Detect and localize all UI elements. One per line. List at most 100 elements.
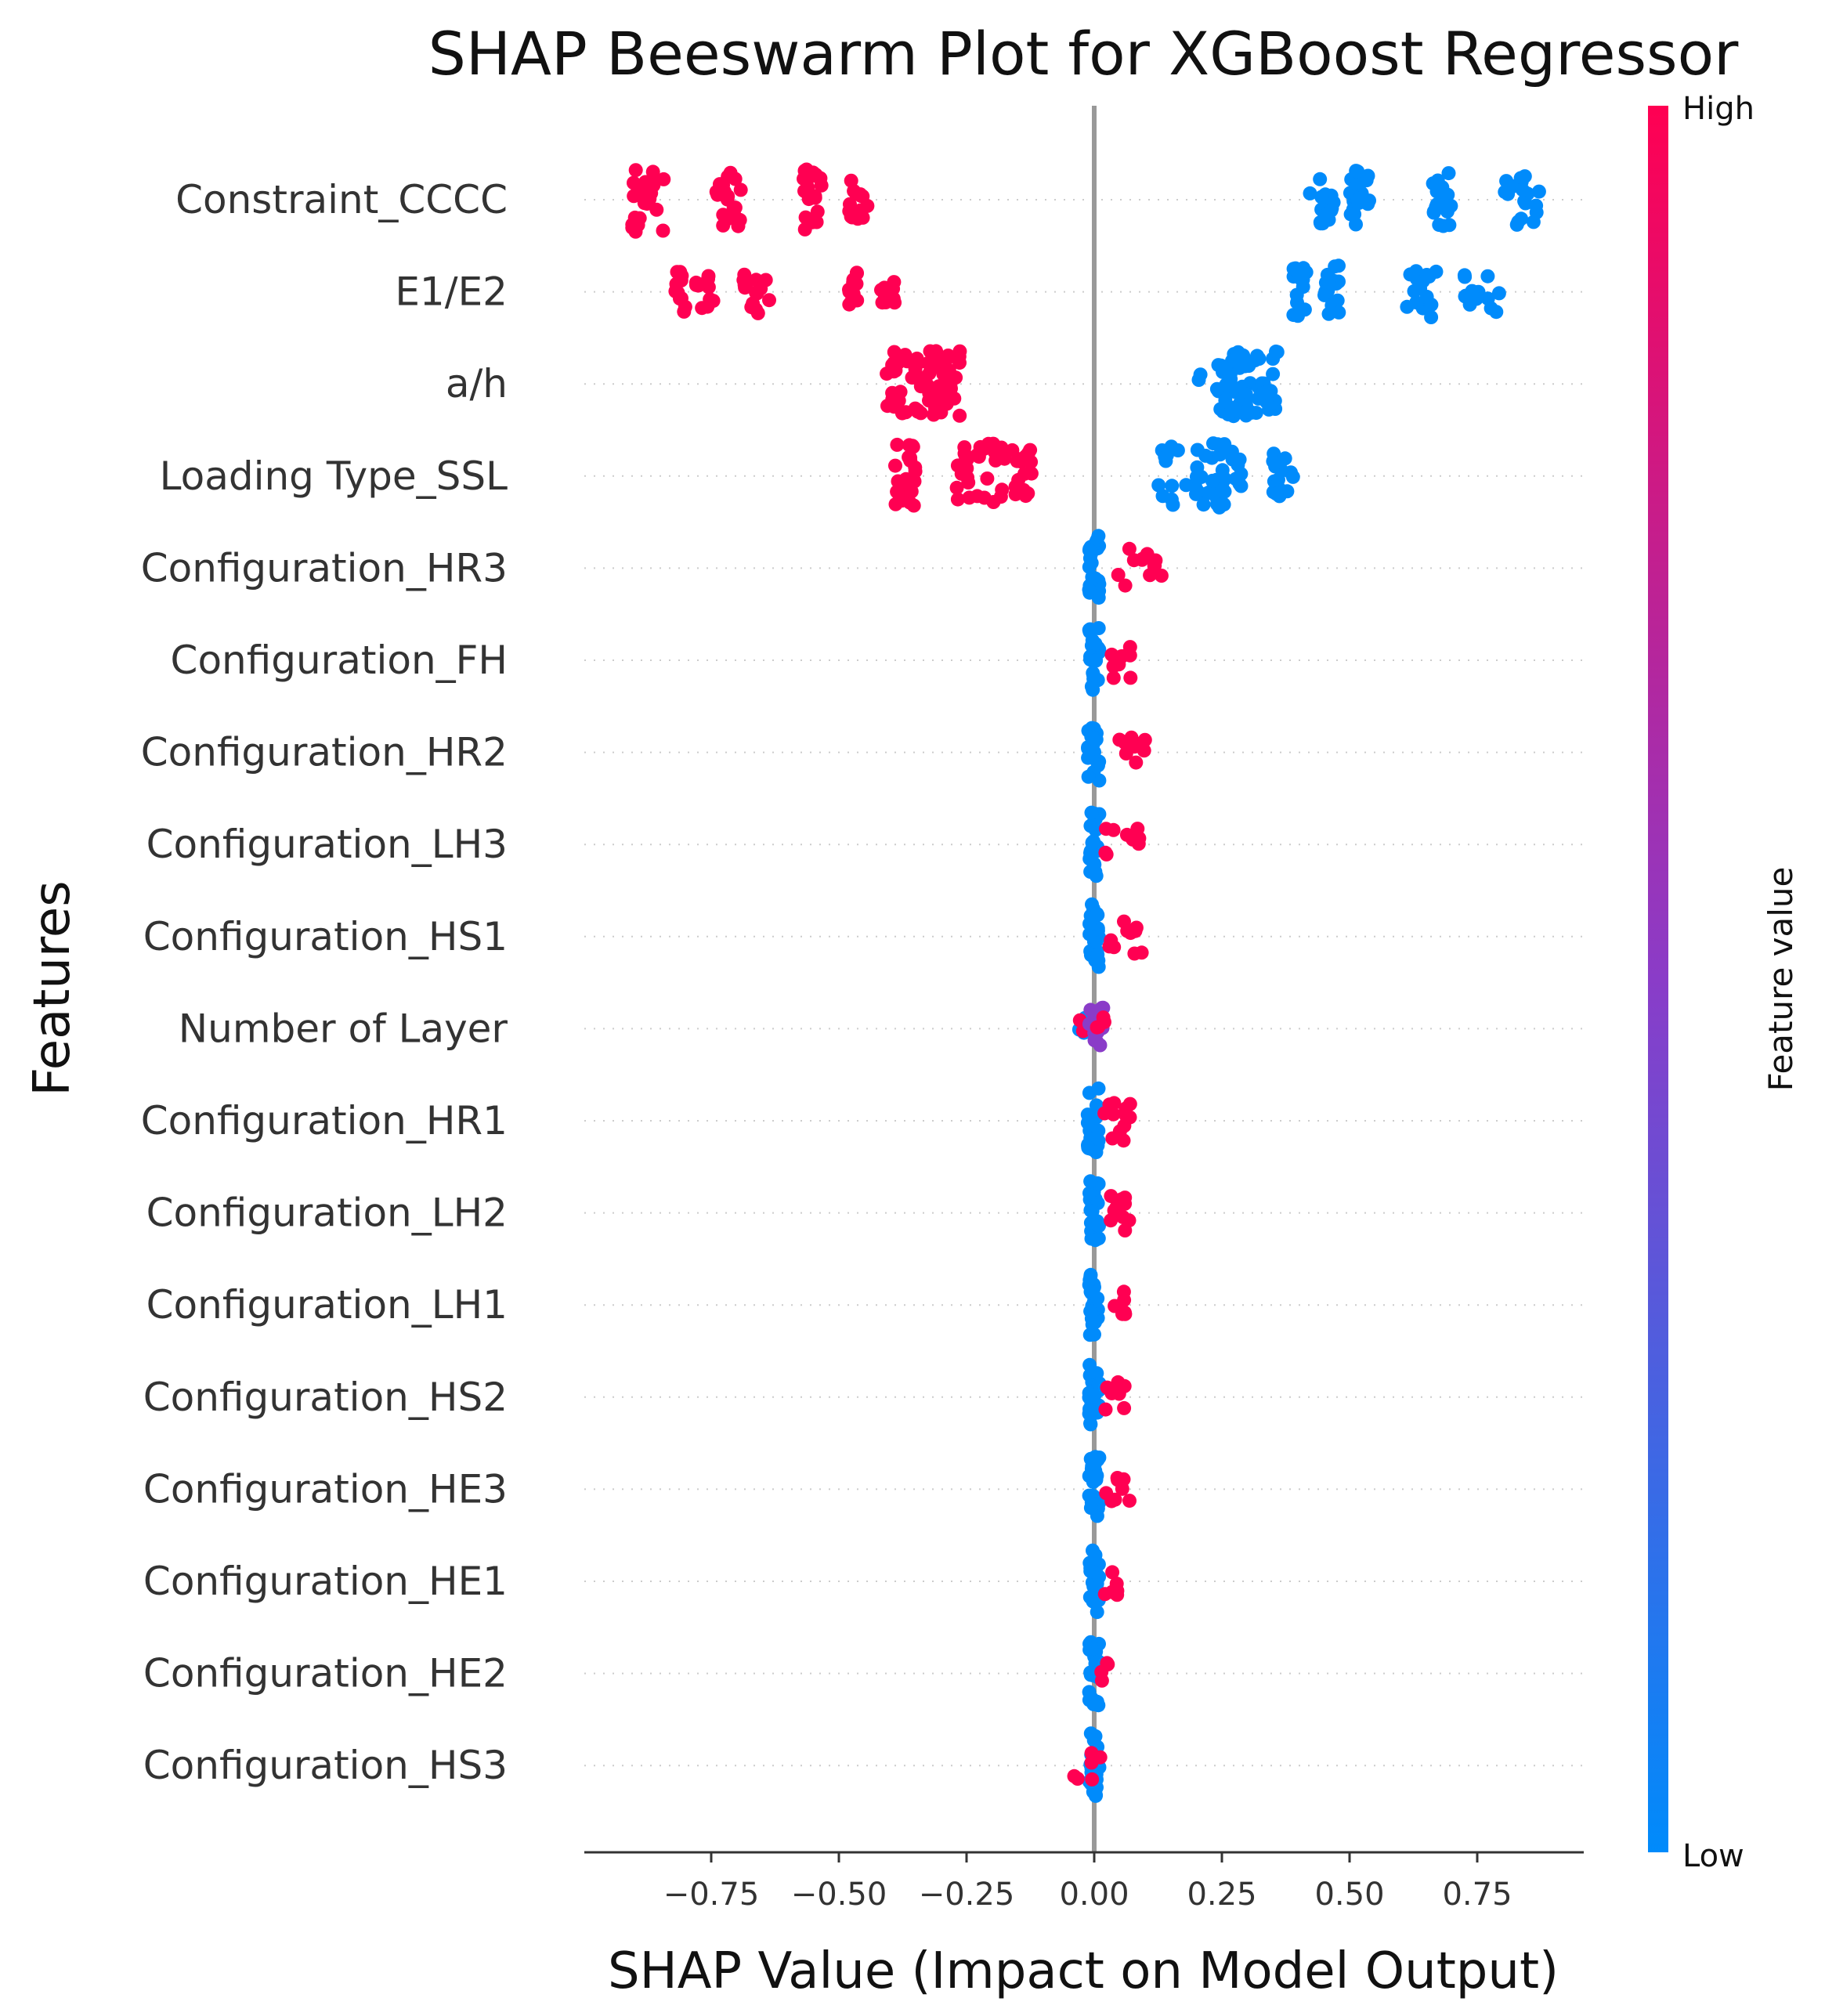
shap-dot: [1529, 198, 1544, 213]
shap-dot: [1081, 750, 1096, 765]
shap-dot: [1170, 443, 1185, 457]
shap-dot: [903, 450, 918, 465]
shap-dot: [1107, 1203, 1122, 1218]
shap-dot: [807, 212, 822, 227]
shap-dot: [1082, 1273, 1097, 1288]
shap-dot: [1202, 485, 1216, 500]
shap-dot: [1190, 460, 1205, 475]
feature-label: Loading Type_SSL: [160, 453, 508, 499]
shap-dot: [1082, 543, 1097, 558]
shap-dot: [1117, 1400, 1132, 1415]
shap-dot: [738, 280, 753, 295]
shap-dot: [1256, 385, 1271, 400]
shap-dot: [1094, 1664, 1109, 1679]
shap-dot: [1088, 636, 1103, 651]
shap-dot: [1087, 1388, 1102, 1402]
shap-dot: [800, 180, 815, 195]
x-axis-label: SHAP Value (Impact on Model Output): [608, 1942, 1559, 2000]
feature-label: Configuration_HR3: [141, 545, 508, 591]
feature-label: Configuration_HS3: [143, 1743, 508, 1788]
shap-dot: [995, 482, 1010, 497]
shap-dot: [1104, 933, 1118, 948]
shap-dot: [1238, 359, 1252, 374]
feature-label: Number of Layer: [179, 1006, 508, 1051]
shap-dot: [1086, 731, 1100, 746]
shap-dot: [1400, 299, 1415, 314]
shap-dot: [677, 304, 692, 319]
shap-dot: [1083, 1416, 1097, 1431]
shap-dot: [1321, 275, 1336, 290]
shap-dot: [941, 371, 956, 386]
shap-dot: [1084, 1641, 1099, 1656]
shap-dot: [1090, 906, 1104, 921]
shap-dot: [1135, 552, 1150, 567]
shap-dot: [1087, 1458, 1102, 1472]
shap-dot: [1082, 1186, 1097, 1201]
shap-dot: [958, 448, 973, 463]
shap-dot: [1099, 847, 1114, 862]
shap-dot: [1116, 1284, 1131, 1299]
shap-dot: [670, 265, 685, 280]
shap-dot: [1158, 453, 1173, 468]
shap-dot: [1285, 469, 1300, 484]
shap-dot: [855, 210, 870, 225]
shap-dot: [1116, 1133, 1131, 1148]
shap-dot: [1480, 269, 1495, 284]
shap-dot: [1129, 755, 1144, 770]
y-axis-label: Features: [23, 880, 81, 1096]
shap-dot: [1086, 1543, 1100, 1558]
shap-dot: [1457, 268, 1472, 283]
shap-dot: [1122, 1097, 1137, 1111]
shap-dot: [1303, 186, 1317, 201]
shap-dot: [850, 266, 864, 281]
feature-label: a/h: [446, 361, 508, 406]
shap-dot: [1165, 497, 1180, 512]
shap-dot: [1089, 1469, 1104, 1483]
shap-dot: [1350, 175, 1365, 190]
shap-dot: [1084, 1755, 1099, 1770]
shap-dot: [1269, 486, 1284, 501]
shap-dot: [1105, 1565, 1120, 1580]
shap-dot: [1424, 310, 1439, 324]
shap-dot: [644, 186, 659, 201]
shap-dot: [1089, 1788, 1104, 1803]
shap-dot: [1291, 309, 1305, 323]
shap-dot: [973, 439, 988, 454]
shap-dot: [1531, 184, 1546, 199]
shap-dot: [716, 218, 731, 233]
shap-dot: [1108, 1299, 1122, 1313]
shap-dot: [1085, 1204, 1100, 1219]
shap-dot: [1104, 1494, 1119, 1508]
shap-dot: [1081, 1140, 1096, 1155]
shap-dot: [1196, 497, 1211, 512]
x-tick-label: −0.75: [663, 1877, 760, 1913]
feature-labels: Constraint_CCCC E1/E2 a/h Loading Type_SSL C…: [141, 177, 508, 1788]
shap-dot: [1273, 454, 1288, 469]
shap-dot: [1090, 1291, 1105, 1306]
shap-dot: [1092, 1219, 1106, 1234]
shap-dot: [1106, 670, 1121, 685]
shap-dot: [898, 405, 913, 420]
shap-dot: [1117, 914, 1131, 929]
shap-dot: [855, 189, 870, 204]
shap-dot: [1085, 835, 1100, 850]
shap-dot: [1223, 403, 1238, 418]
shap-dot: [1083, 1304, 1098, 1319]
shap-dot: [843, 197, 857, 211]
shap-dot: [649, 202, 664, 217]
shap-dot: [762, 293, 776, 308]
colorbar-title: Feature value: [1762, 867, 1800, 1092]
shap-dot: [1024, 466, 1039, 481]
shap-dot: [1118, 1190, 1133, 1205]
colorbar-high-label: High: [1682, 91, 1755, 127]
shap-dot: [1526, 215, 1541, 229]
shap-dot: [1084, 805, 1099, 820]
feature-label: Configuration_HE1: [143, 1559, 508, 1604]
shap-dot: [1102, 1097, 1117, 1112]
row-guides: [584, 199, 1584, 1767]
colorbar: [1648, 106, 1668, 1852]
feature-label: Configuration_FH: [171, 638, 508, 683]
shap-dot: [1210, 437, 1225, 452]
shap-dot: [1090, 1696, 1104, 1711]
